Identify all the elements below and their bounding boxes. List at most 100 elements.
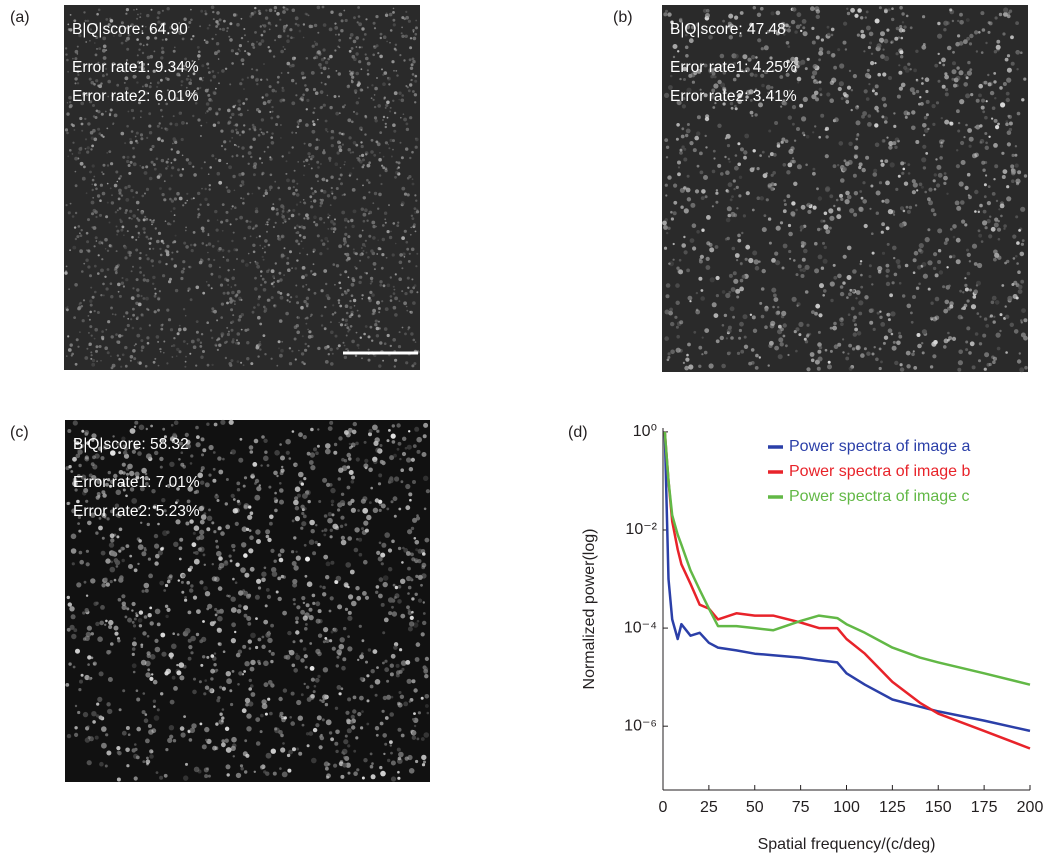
speckle [117,778,121,782]
speckle [133,9,135,11]
speckle [348,594,353,599]
speckle [286,262,289,265]
speckle [774,297,779,302]
speckle [287,268,291,272]
speckle [925,152,928,155]
speckle [911,126,916,131]
speckle [924,116,928,120]
speckle [666,146,669,149]
speckle [245,98,248,101]
speckle [843,22,847,26]
speckle [406,310,408,312]
speckle [182,574,186,578]
speckle [157,523,160,526]
speckle [201,227,205,231]
speckle [273,305,275,307]
speckle [313,221,315,223]
speckle [193,678,196,681]
speckle [162,274,165,277]
speckle [328,426,333,431]
speckle [140,13,142,15]
speckle [967,71,972,76]
speckle [188,81,192,85]
speckle [226,279,229,282]
speckle [231,137,233,139]
speckle [146,137,148,139]
speckle [923,166,926,169]
speckle [384,97,386,99]
speckle [899,282,902,285]
speckle [848,292,852,296]
speckle [385,222,387,224]
speckle [90,287,92,289]
speckle [115,211,117,213]
speckle [880,361,883,364]
speckle [807,210,811,214]
speckle [678,269,683,274]
speckle [1020,280,1024,284]
speckle [886,137,888,139]
speckle [266,131,268,133]
speckle [410,67,413,70]
speckle [884,336,888,340]
speckle [154,544,159,549]
speckle [151,9,153,11]
speckle [901,37,904,40]
speckle [725,137,727,139]
speckle [957,34,960,37]
speckle [270,549,274,553]
speckle [700,171,704,175]
speckle [303,477,306,480]
speckle [295,516,300,521]
speckle [329,28,333,32]
speckle [140,110,142,112]
speckle [301,521,306,526]
speckle [142,195,145,198]
speckle [318,609,322,613]
speckle [379,284,382,287]
speckle [66,204,68,206]
speckle [325,283,327,285]
speckle [391,761,396,766]
speckle [737,142,740,145]
speckle [141,645,144,648]
speckle [282,772,288,778]
speckle [211,287,213,289]
speckle [247,193,250,196]
speckle [795,350,798,353]
speckle [332,313,335,316]
speckle [964,284,967,287]
speckle [676,138,679,141]
speckle [399,253,403,257]
speckle [344,345,346,347]
speckle [148,238,150,240]
speckle [252,462,257,467]
speckle [118,550,121,553]
speckle [353,111,355,113]
speckle [1003,82,1007,86]
speckle [731,195,734,198]
speckle [325,703,328,706]
speckle [728,14,733,19]
speckle [382,631,385,634]
speckle [138,232,140,234]
speckle [160,79,163,82]
speckle [209,184,211,186]
speckle [917,265,921,269]
speckle [144,718,149,723]
speckle [122,277,124,279]
speckle [336,347,339,350]
speckle [312,120,315,123]
speckle [177,633,180,636]
speckle [856,345,861,350]
speckle [209,188,211,190]
speckle [125,76,129,80]
speckle [829,216,834,221]
speckle [686,269,690,273]
speckle [239,216,243,220]
speckle [398,508,401,511]
speckle [92,197,94,199]
speckle [242,130,245,133]
speckle [323,667,328,672]
speckle [79,147,83,151]
